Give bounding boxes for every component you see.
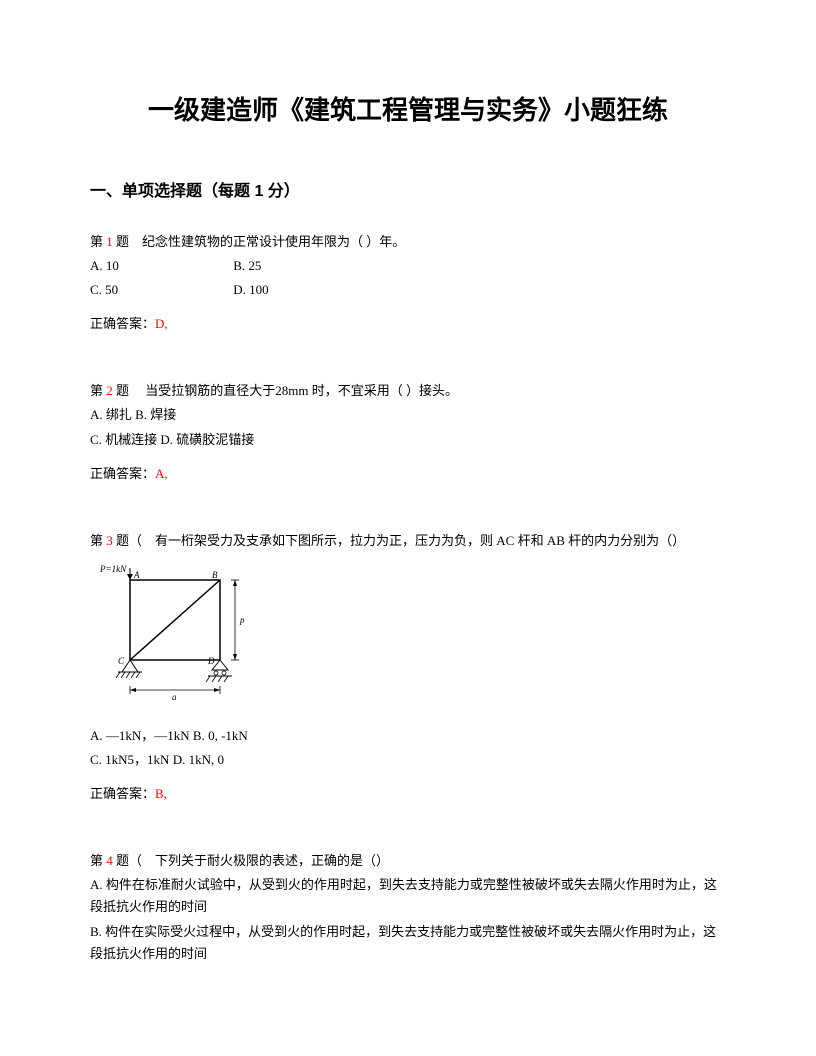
options-row-2: C. 1kN5，1kN D. 1kN, 0 — [90, 749, 726, 771]
question-3: 第 3 题（ 有一桁架受力及支承如下图所示，拉力为正，压力为负，则 AC 杆和 … — [90, 530, 726, 805]
question-text: 第 4 题（ 下列关于耐火极限的表述，正确的是（） — [90, 850, 726, 872]
options-row-2: C. 机械连接 D. 硫磺胶泥锚接 — [90, 429, 726, 451]
q-suffix: 题 — [113, 533, 129, 548]
d-label: D — [207, 656, 215, 666]
question-text: 第 1 题 纪念性建筑物的正常设计使用年限为（ ）年。 — [90, 231, 726, 253]
question-text: 第 2 题 当受拉钢筋的直径大于28mm 时，不宜采用（ ）接头。 — [90, 380, 726, 402]
dim-p: p — [239, 615, 245, 625]
b-label: B — [212, 570, 218, 580]
q-body: 纪念性建筑物的正常设计使用年限为（ ）年。 — [129, 234, 405, 249]
answer-label: 正确答案： — [90, 316, 155, 331]
q-prefix: 第 — [90, 383, 106, 398]
answer-value: A, — [155, 466, 168, 481]
p-label: P=1kN — [99, 564, 127, 574]
options-row-2: C. 50 D. 100 — [90, 279, 726, 301]
answer-line: 正确答案：A, — [90, 463, 726, 485]
answer-value: D, — [155, 316, 168, 331]
q-body: （ 有一桁架受力及支承如下图所示，拉力为正，压力为负，则 AC 杆和 AB 杆的… — [129, 533, 685, 548]
option-a: A. 构件在标准耐火试验中，从受到火的作用时起，到失去支持能力或完整性被破坏或失… — [90, 874, 726, 918]
q-body: （ 下列关于耐火极限的表述，正确的是（） — [129, 853, 389, 868]
q-suffix: 题 — [113, 234, 129, 249]
question-1: 第 1 题 纪念性建筑物的正常设计使用年限为（ ）年。 A. 10 B. 25 … — [90, 231, 726, 335]
answer-label: 正确答案： — [90, 786, 155, 801]
option-a: A. 10 — [90, 255, 190, 277]
q-suffix: 题 — [113, 383, 129, 398]
options-row-1: A. 绑扎 B. 焊接 — [90, 404, 726, 426]
options-row-1: A. —1kN，—1kN B. 0, -1kN — [90, 725, 726, 747]
options-row-1: A. 10 B. 25 — [90, 255, 726, 277]
question-4: 第 4 题（ 下列关于耐火极限的表述，正确的是（） A. 构件在标准耐火试验中，… — [90, 850, 726, 964]
answer-label: 正确答案： — [90, 466, 155, 481]
section-heading: 一、单项选择题（每题 1 分） — [90, 177, 726, 201]
dim-a: a — [172, 692, 177, 702]
q-prefix: 第 — [90, 533, 106, 548]
answer-line: 正确答案：D, — [90, 313, 726, 335]
option-b: B. 构件在实际受火过程中，从受到火的作用时起，到失去支持能力或完整性被破坏或失… — [90, 921, 726, 965]
q-suffix: 题 — [113, 853, 129, 868]
option-d: D. 100 — [233, 279, 268, 301]
q-body: 当受拉钢筋的直径大于28mm 时，不宜采用（ ）接头。 — [129, 383, 458, 398]
truss-svg: P=1kN A B C D — [90, 560, 265, 710]
truss-diagram: P=1kN A B C D — [90, 560, 726, 717]
option-c: C. 50 — [90, 279, 190, 301]
question-text: 第 3 题（ 有一桁架受力及支承如下图所示，拉力为正，压力为负，则 AC 杆和 … — [90, 530, 726, 552]
answer-value: B, — [155, 786, 167, 801]
q-prefix: 第 — [90, 853, 106, 868]
option-b: B. 25 — [233, 255, 261, 277]
q-prefix: 第 — [90, 234, 106, 249]
answer-line: 正确答案：B, — [90, 783, 726, 805]
page-title: 一级建造师《建筑工程管理与实务》小题狂练 — [90, 90, 726, 127]
a-label: A — [133, 570, 140, 580]
c-label: C — [118, 656, 125, 666]
question-2: 第 2 题 当受拉钢筋的直径大于28mm 时，不宜采用（ ）接头。 A. 绑扎 … — [90, 380, 726, 484]
